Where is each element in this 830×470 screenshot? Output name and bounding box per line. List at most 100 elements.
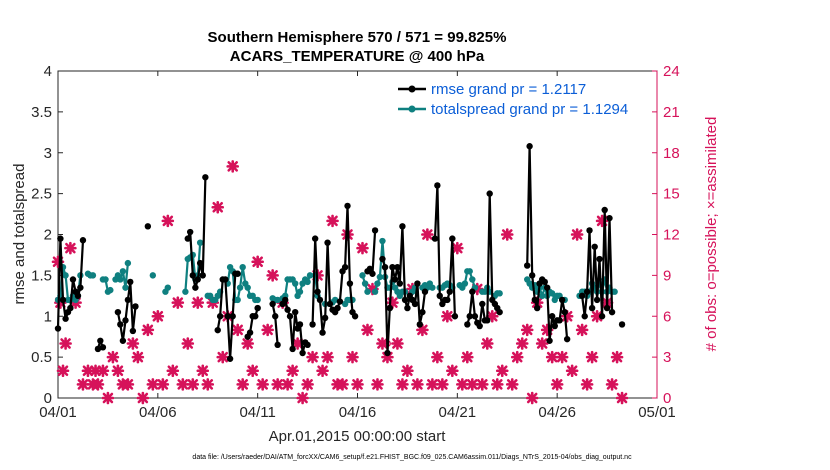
obs-assimilated-marker — [51, 255, 65, 269]
rmse-point — [326, 300, 334, 308]
obs-assimilated-marker — [585, 350, 599, 364]
obs-assimilated-marker — [371, 378, 384, 391]
rmse-point — [534, 304, 541, 312]
obs-assimilated-marker — [411, 378, 424, 391]
rmse-point — [222, 276, 229, 283]
rmse-point — [411, 300, 419, 308]
rmse-point — [229, 313, 236, 320]
obs-assimilated-marker — [441, 309, 454, 323]
rmse-point — [588, 304, 596, 312]
obs-assimilated-marker — [461, 350, 474, 364]
x-tick-label: 04/21 — [439, 404, 477, 421]
obs-assimilated-marker — [151, 309, 165, 323]
obs-assimilated-marker — [495, 364, 509, 378]
rmse-point — [466, 313, 473, 320]
rmse-point — [289, 345, 296, 353]
rmse-point — [391, 276, 399, 283]
obs-assimilated-marker — [540, 323, 554, 337]
totalspread-point — [102, 276, 109, 283]
totalspread-point — [236, 284, 244, 291]
rmse-line — [381, 225, 427, 355]
rmse-point — [384, 349, 391, 357]
obs-assimilated-marker — [580, 378, 594, 391]
rmse-point — [396, 280, 404, 287]
y-tick-label: 1 — [44, 308, 52, 325]
rmse-point — [272, 313, 279, 320]
rmse-point — [449, 235, 456, 242]
obs-assimilated-marker — [141, 323, 155, 337]
obs-assimilated-marker — [181, 337, 195, 350]
rmse-point — [99, 344, 107, 351]
rmse-point — [416, 321, 423, 328]
obs-assimilated-marker — [166, 364, 180, 378]
obs-assimilated-marker — [446, 364, 459, 378]
chart-title-line1: Southern Hemisphere 570 / 571 = 99.825% — [208, 29, 507, 46]
rmse-point — [284, 306, 291, 313]
totalspread-point — [496, 290, 503, 297]
rmse-point — [421, 288, 429, 295]
obs-assimilated-marker — [156, 378, 170, 391]
y-axis-label: rmse and totalspread — [11, 164, 28, 305]
rmse-point — [346, 280, 354, 287]
totalspread-point — [239, 264, 246, 271]
rmse-point — [394, 264, 401, 271]
y-right-tick-label: 18 — [663, 145, 680, 162]
rmse-point — [389, 264, 396, 271]
rmse-point — [496, 308, 503, 316]
obs-assimilated-marker — [456, 378, 469, 391]
obs-assimilated-marker — [176, 378, 190, 391]
totalspread-point — [429, 284, 436, 291]
rmse-point — [319, 329, 326, 336]
y-tick-label: 0 — [44, 390, 52, 407]
rmse-point — [269, 300, 276, 308]
obs-assimilated-marker — [191, 296, 205, 309]
chart-title-line2: ACARS_TEMPERATURE @ 400 hPa — [230, 48, 485, 65]
obs-assimilated-marker — [565, 364, 579, 378]
totalspread-point — [122, 284, 129, 291]
obs-assimilated-marker — [306, 350, 319, 364]
obs-assimilated-marker — [101, 391, 115, 405]
obs-assimilated-marker — [291, 337, 304, 350]
rmse-point — [316, 296, 324, 304]
obs-assimilated-marker — [301, 378, 314, 391]
obs-assimilated-marker — [126, 337, 140, 350]
y-tick-label: 2.5 — [31, 186, 52, 203]
obs-assimilated-marker — [401, 364, 414, 378]
rmse-point — [114, 308, 122, 316]
rmse-point — [304, 341, 311, 349]
obs-assimilated-marker — [196, 364, 210, 378]
totalspread-point — [304, 278, 311, 286]
rmse-point — [274, 341, 281, 349]
obs-assimilated-marker — [136, 391, 150, 405]
obs-assimilated-marker — [96, 364, 110, 378]
obs-assimilated-marker — [76, 378, 90, 391]
obs-assimilated-marker — [575, 323, 589, 337]
obs-assimilated-marker — [241, 337, 254, 350]
totalspread-point — [244, 284, 251, 291]
obs-assimilated-marker — [161, 214, 175, 228]
rmse-point — [124, 296, 132, 304]
obs-assimilated-marker — [231, 323, 244, 337]
obs-assimilated-marker — [186, 378, 200, 391]
obs-assimilated-marker — [201, 378, 215, 391]
rmse-point — [296, 321, 304, 328]
obs-assimilated-marker — [91, 378, 105, 391]
totalspread-point — [306, 272, 314, 279]
obs-assimilated-marker — [146, 378, 160, 391]
rmse-point — [344, 202, 351, 210]
rmse-point — [469, 288, 476, 295]
rmse-point — [583, 288, 591, 295]
obs-assimilated-marker — [281, 378, 294, 391]
rmse-point — [202, 174, 209, 181]
rmse-point — [286, 313, 294, 320]
obs-assimilated-marker — [64, 241, 77, 255]
rmse-point — [311, 235, 319, 242]
totalspread-point — [254, 296, 261, 304]
obs-assimilated-marker — [111, 364, 125, 378]
obs-assimilated-marker — [396, 378, 409, 391]
obs-assimilated-marker — [416, 323, 429, 337]
rmse-point — [606, 214, 613, 222]
rmse-point — [386, 304, 394, 312]
rmse-point — [186, 228, 194, 236]
rmse-point — [252, 313, 259, 320]
